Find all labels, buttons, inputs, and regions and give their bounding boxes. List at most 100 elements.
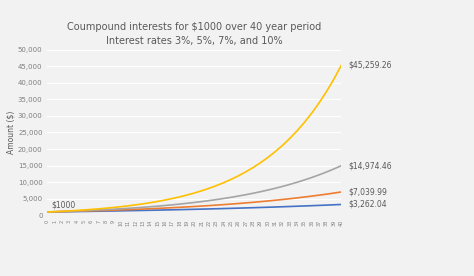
5% (147, 207, 153, 210)
5% (133, 208, 138, 211)
Text: $45,259.26: $45,259.26 (348, 61, 392, 70)
7% (236, 194, 241, 198)
Title: Coumpound interests for $1000 over 40 year period
Interest rates 3%, 5%, 7%, and: Coumpound interests for $1000 over 40 ye… (67, 22, 321, 46)
10% (236, 174, 241, 177)
7% (243, 193, 248, 196)
5% (170, 206, 175, 209)
7% (110, 208, 117, 211)
5% (118, 208, 124, 211)
5% (287, 197, 292, 200)
5% (52, 210, 58, 213)
7% (206, 199, 212, 202)
10% (324, 90, 329, 93)
10% (59, 209, 65, 213)
3% (118, 209, 124, 213)
5% (294, 196, 300, 200)
5% (110, 208, 117, 212)
7% (89, 209, 94, 212)
7% (118, 207, 124, 210)
10% (309, 111, 315, 115)
3% (331, 203, 337, 206)
10% (199, 189, 205, 192)
Text: $3,262.04: $3,262.04 (348, 200, 387, 209)
7% (287, 183, 292, 186)
10% (221, 181, 227, 184)
10% (294, 129, 300, 132)
3% (191, 208, 197, 211)
5% (258, 200, 264, 203)
7% (155, 205, 160, 208)
7% (133, 206, 138, 209)
5% (206, 204, 212, 207)
10% (302, 121, 308, 124)
7% (162, 204, 168, 207)
5% (162, 206, 168, 210)
3% (221, 207, 227, 210)
3% (317, 204, 322, 207)
7% (309, 176, 315, 179)
3% (294, 205, 300, 208)
3% (302, 204, 308, 208)
10% (272, 150, 278, 153)
3% (338, 203, 344, 206)
3% (74, 210, 80, 213)
10% (45, 210, 50, 214)
3% (272, 205, 278, 209)
5% (66, 210, 72, 213)
3% (177, 208, 182, 211)
7% (258, 190, 264, 193)
10% (213, 184, 219, 187)
10% (66, 209, 72, 213)
7% (272, 187, 278, 190)
3% (52, 210, 58, 214)
7% (265, 189, 271, 192)
5% (317, 193, 322, 197)
Text: $7,039.99: $7,039.99 (348, 187, 387, 197)
10% (74, 209, 80, 212)
5% (89, 209, 94, 213)
3% (82, 210, 87, 213)
5% (265, 199, 271, 203)
5% (309, 194, 315, 198)
7% (221, 197, 227, 200)
7% (74, 209, 80, 213)
3% (170, 208, 175, 211)
3% (206, 207, 212, 211)
5% (221, 203, 227, 206)
10% (147, 201, 153, 204)
Line: 5%: 5% (47, 192, 341, 212)
5% (125, 208, 131, 211)
3% (59, 210, 65, 213)
3% (228, 207, 234, 210)
7% (103, 208, 109, 211)
10% (280, 144, 285, 147)
5% (103, 209, 109, 212)
10% (228, 178, 234, 181)
5% (184, 205, 190, 209)
Text: $14,974.46: $14,974.46 (348, 161, 392, 170)
3% (236, 206, 241, 210)
7% (82, 209, 87, 212)
3% (96, 209, 101, 213)
7% (52, 210, 58, 213)
10% (96, 207, 101, 211)
10% (287, 137, 292, 140)
3% (213, 207, 219, 210)
5% (213, 203, 219, 207)
10% (118, 205, 124, 208)
10% (89, 208, 94, 211)
5% (272, 199, 278, 202)
7% (338, 164, 344, 167)
3% (140, 209, 146, 212)
3% (199, 208, 205, 211)
Text: $1000: $1000 (51, 201, 75, 210)
10% (258, 161, 264, 164)
3% (133, 209, 138, 212)
7% (199, 200, 205, 203)
5% (59, 210, 65, 213)
10% (82, 208, 87, 212)
7% (147, 205, 153, 208)
10% (103, 206, 109, 210)
5% (191, 205, 197, 208)
7% (302, 178, 308, 182)
